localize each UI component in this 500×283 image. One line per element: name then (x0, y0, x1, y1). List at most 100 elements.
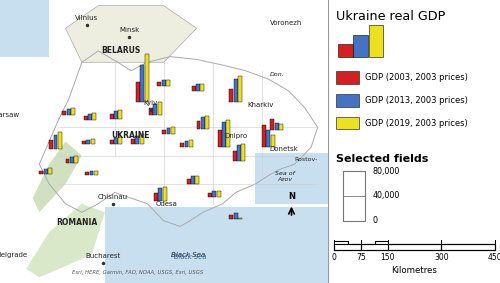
Bar (196, 121, 200, 129)
Bar (82, 141, 86, 144)
Bar (74, 156, 78, 163)
Text: Dnipro: Dnipro (224, 133, 248, 139)
Bar (94, 171, 98, 175)
Bar (230, 215, 233, 219)
Bar (162, 130, 166, 134)
Text: 300: 300 (434, 253, 448, 262)
Bar (186, 179, 190, 184)
Bar (40, 171, 44, 174)
Bar (158, 188, 162, 201)
Text: 80,000: 80,000 (372, 167, 400, 176)
Bar (189, 140, 193, 147)
Bar (162, 187, 166, 201)
Text: Black Sea: Black Sea (174, 254, 206, 260)
Text: Vilnius: Vilnius (75, 15, 98, 22)
Bar (196, 84, 200, 91)
Bar (84, 116, 87, 120)
Bar (256, 153, 328, 204)
Bar (338, 44, 352, 57)
Text: Donetsk: Donetsk (269, 145, 298, 152)
Bar (201, 117, 205, 129)
Text: Esri, HERE, Garmin, FAO, NOAA, USGS, Esri, USGS: Esri, HERE, Garmin, FAO, NOAA, USGS, Esr… (72, 269, 203, 275)
Bar (62, 111, 66, 115)
Bar (71, 108, 75, 115)
Bar (274, 123, 278, 130)
Bar (0, 0, 49, 57)
Text: Don.: Don. (270, 72, 284, 78)
Bar (90, 139, 94, 144)
Bar (200, 84, 204, 91)
Bar (336, 117, 359, 130)
Text: 0: 0 (372, 216, 378, 225)
Text: Belgrade: Belgrade (0, 252, 27, 258)
Bar (140, 134, 143, 144)
Text: BELARUS: BELARUS (102, 46, 141, 55)
Bar (154, 193, 158, 201)
Bar (92, 113, 96, 120)
Bar (234, 79, 237, 102)
Polygon shape (33, 142, 82, 212)
Bar (66, 159, 70, 163)
Bar (222, 122, 226, 147)
Text: Warsaw: Warsaw (0, 112, 20, 118)
Bar (336, 94, 359, 107)
Bar (86, 140, 90, 144)
Bar (54, 135, 58, 149)
Bar (266, 130, 270, 147)
Text: Voronezh: Voronezh (270, 20, 303, 26)
Bar (114, 138, 118, 144)
Text: Rostov-: Rostov- (294, 157, 318, 162)
Bar (232, 151, 236, 161)
Text: Minsk: Minsk (119, 27, 140, 33)
Bar (208, 193, 212, 197)
Bar (218, 130, 222, 147)
Bar (162, 80, 166, 86)
Polygon shape (26, 204, 105, 277)
Bar (241, 144, 245, 161)
Bar (149, 108, 153, 115)
Bar (144, 54, 148, 102)
Bar (90, 171, 94, 175)
Text: Odesa: Odesa (156, 201, 178, 207)
Bar (216, 190, 220, 197)
Bar (234, 213, 237, 219)
Text: UKRAINE: UKRAINE (112, 131, 150, 140)
Text: Ukraine real GDP: Ukraine real GDP (336, 10, 446, 23)
Bar (49, 140, 53, 149)
Text: Kilometres: Kilometres (391, 266, 436, 275)
Text: Kharkiv: Kharkiv (247, 102, 274, 108)
Bar (166, 80, 170, 86)
Bar (44, 169, 48, 174)
Bar (154, 104, 158, 115)
Bar (110, 140, 114, 144)
Bar (136, 82, 140, 102)
Bar (270, 119, 274, 130)
Bar (110, 114, 114, 119)
Text: 0: 0 (332, 253, 337, 262)
Bar (238, 218, 242, 219)
Bar (270, 135, 274, 147)
Bar (166, 128, 170, 134)
Bar (58, 132, 62, 149)
Bar (114, 112, 118, 119)
Text: Chisinau: Chisinau (98, 194, 128, 200)
Bar (279, 124, 283, 130)
Bar (262, 125, 266, 147)
Bar (180, 143, 184, 147)
Bar (205, 116, 209, 129)
Text: Sea of
Azov: Sea of Azov (275, 171, 295, 182)
Bar (230, 89, 233, 102)
Text: Kyiv: Kyiv (144, 100, 158, 106)
Bar (66, 109, 70, 115)
Bar (336, 71, 359, 84)
Bar (238, 76, 242, 102)
Text: GDP (2019, 2003 prices): GDP (2019, 2003 prices) (366, 119, 468, 128)
Text: 150: 150 (380, 253, 395, 262)
Bar (136, 136, 140, 144)
Bar (343, 171, 365, 221)
Text: GDP (2013, 2003 prices): GDP (2013, 2003 prices) (366, 96, 469, 105)
Text: Selected fields: Selected fields (336, 154, 428, 164)
Bar (70, 157, 74, 163)
Text: 40,000: 40,000 (372, 192, 400, 200)
Text: 75: 75 (356, 253, 366, 262)
